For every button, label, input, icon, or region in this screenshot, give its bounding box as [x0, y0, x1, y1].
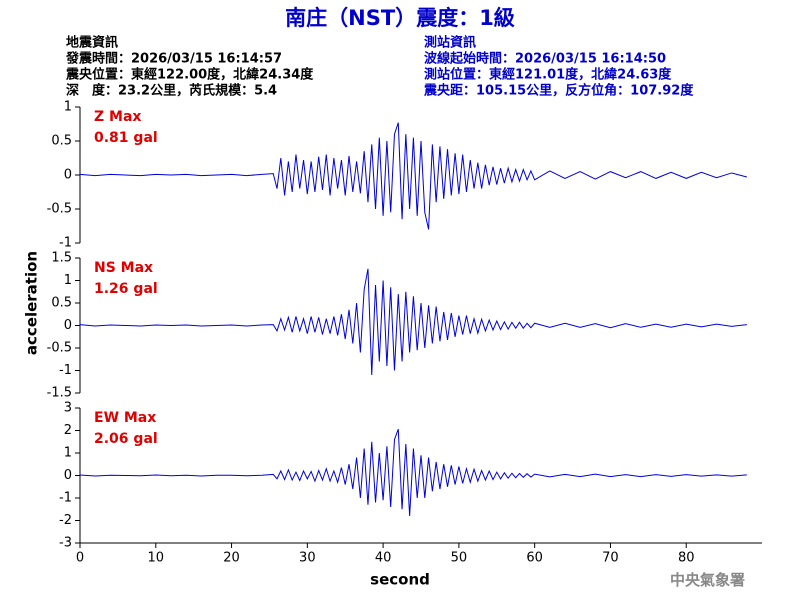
max-value: 2.06 gal [94, 431, 158, 447]
station-info: 震央距：105.15公里，反方位角：107.92度 [423, 83, 694, 99]
waveform [79, 428, 747, 517]
y-tick-label: 0 [64, 468, 72, 483]
y-tick-label: 1.5 [51, 251, 72, 266]
event-info: 深 度：23.2公里，芮氏規模：5.4 [66, 83, 277, 99]
x-tick-label: 20 [223, 551, 240, 566]
x-tick-label: 50 [451, 551, 468, 566]
x-tick-label: 0 [76, 551, 84, 566]
max-value: 1.26 gal [94, 281, 158, 297]
max-value: 0.81 gal [94, 130, 158, 146]
event-info: 震央位置：東經122.00度，北緯24.34度 [65, 67, 314, 83]
x-tick-label: 60 [526, 551, 543, 566]
y-tick-label: -0.5 [47, 341, 72, 356]
max-title: NS Max [94, 260, 153, 276]
y-tick-label: -1 [59, 236, 72, 251]
y-tick-label: 1 [64, 100, 72, 115]
x-tick-label: 80 [678, 551, 695, 566]
event-info: 地震資訊 [66, 35, 118, 51]
station-info: 測站資訊 [424, 35, 476, 51]
y-tick-label: -2 [59, 513, 72, 528]
y-tick-label: 2 [64, 423, 72, 438]
waveform [79, 268, 747, 376]
y-tick-label: 0.5 [51, 134, 72, 149]
waveform [79, 122, 747, 230]
y-axis-label: acceleration [23, 251, 41, 355]
y-tick-label: 0 [64, 168, 72, 183]
y-tick-label: 0 [64, 318, 72, 333]
x-tick-label: 40 [375, 551, 392, 566]
y-tick-label: -3 [59, 536, 72, 551]
station-info: 波線起始時間：2026/03/15 16:14:50 [424, 51, 666, 67]
y-tick-label: 1 [64, 273, 72, 288]
y-tick-label: -1 [59, 363, 72, 378]
y-tick-label: 0.5 [51, 296, 72, 311]
x-tick-label: 10 [148, 551, 165, 566]
title: 南庄（NST）震度：1級 [285, 6, 515, 30]
max-title: EW Max [94, 410, 156, 426]
y-tick-label: 1 [64, 446, 72, 461]
y-tick-label: -1.5 [47, 386, 72, 401]
event-info: 發震時間：2026/03/15 16:14:57 [65, 51, 282, 67]
station-info: 測站位置：東經121.01度，北緯24.63度 [424, 67, 672, 83]
y-tick-label: -0.5 [47, 202, 72, 217]
x-tick-label: 70 [602, 551, 619, 566]
footer: 中央氣象署 [670, 571, 745, 589]
y-tick-label: 3 [64, 401, 72, 416]
y-tick-label: -1 [59, 491, 72, 506]
max-title: Z Max [94, 109, 141, 125]
x-axis-label: second [370, 571, 430, 589]
x-tick-label: 30 [299, 551, 316, 566]
